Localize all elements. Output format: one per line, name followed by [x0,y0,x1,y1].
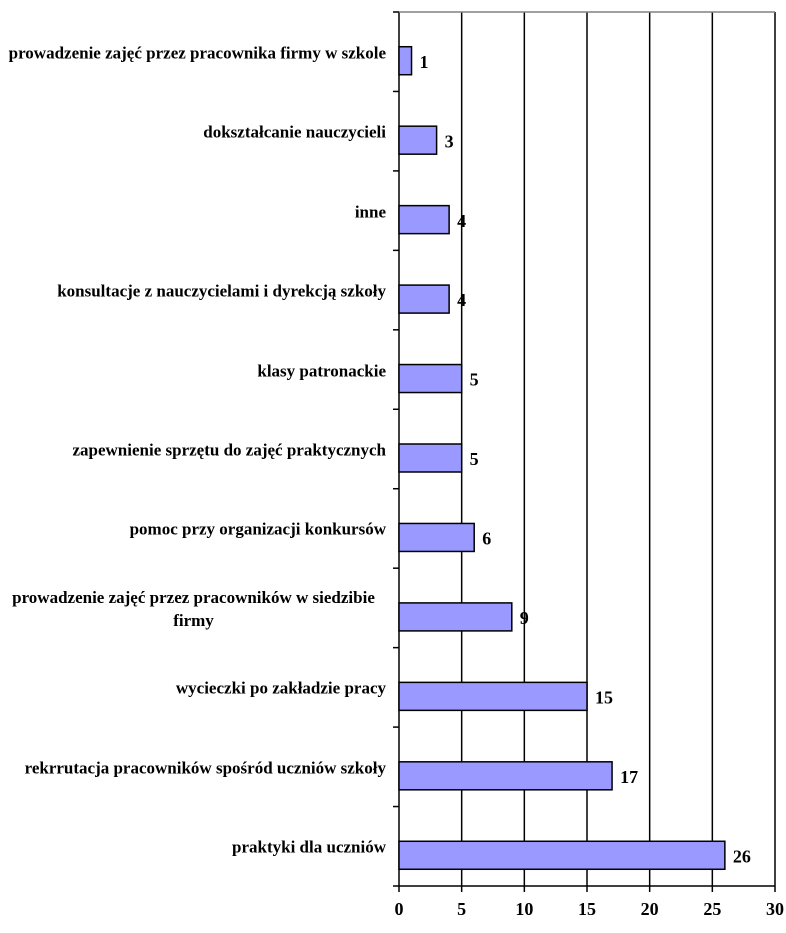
y-tick-label-text: wycieczki po zakładzie pracy [175,678,386,698]
y-tick-label-text: praktyki dla uczniów [232,837,386,857]
x-tick-label: 25 [703,899,721,919]
y-tick-label: praktyki dla uczniów [1,836,386,859]
y-tick-label: dokształcanie nauczycieli [1,121,386,144]
x-tick-label: 20 [641,899,659,919]
bar [398,125,438,155]
y-tick-label: zapewnienie sprzętu do zajęć praktycznyc… [1,439,386,462]
y-tick-label-text: dokształcanie nauczycieli [203,122,386,142]
y-tick-label-text: zapewnienie sprzętu do zajęć praktycznyc… [72,440,386,460]
value-label: 4 [457,211,466,231]
x-tick-label: 10 [515,899,533,919]
y-tick-label: inne [1,200,386,223]
y-tick-label: prowadzenie zajęć przez pracowników w si… [1,586,386,632]
y-tick-label-text: konsultacje z nauczycielami i dyrekcją s… [57,281,386,301]
bar [398,681,588,712]
y-tick-label: pomoc przy organizacji konkursów [1,518,386,541]
bar [398,602,513,632]
y-tick-label: konsultacje z nauczycielami i dyrekcją s… [1,280,386,303]
x-tick-label: 0 [395,899,404,919]
y-tick-label-text: prowadzenie zajęć przez pracowników w si… [12,587,375,630]
bar [398,761,613,791]
y-tick-label-text: pomoc przy organizacji konkursów [129,519,386,539]
value-label: 5 [470,449,479,469]
x-tick-label: 5 [457,899,466,919]
y-tick-label-text: inne [354,202,386,222]
bar [398,204,450,235]
y-tick-label-text: rekrrutacja pracowników spośród uczniów … [24,758,386,778]
x-tick-label: 15 [578,899,596,919]
value-label: 6 [482,529,491,549]
value-label: 9 [520,608,529,628]
bar [398,840,726,871]
y-tick-label-text: klasy patronackie [257,361,386,381]
value-label: 15 [595,687,613,707]
value-label: 3 [445,131,454,151]
bar [398,284,450,314]
bar [398,45,413,76]
value-label: 1 [420,52,429,72]
value-label: 4 [457,290,466,310]
y-tick-label: rekrrutacja pracowników spośród uczniów … [1,756,386,779]
y-tick-label: prowadzenie zajęć przez pracownika firmy… [1,41,386,64]
y-tick-label: wycieczki po zakładzie pracy [1,677,386,700]
y-tick-label: klasy patronackie [1,359,386,382]
y-tick-label-text: prowadzenie zajęć przez pracownika firmy… [8,43,386,63]
bar [398,363,463,394]
bar [398,522,475,553]
value-label: 17 [620,767,638,787]
bar [398,443,463,473]
value-label: 5 [470,370,479,390]
x-tick-label: 30 [766,899,784,919]
value-label: 26 [733,846,751,866]
